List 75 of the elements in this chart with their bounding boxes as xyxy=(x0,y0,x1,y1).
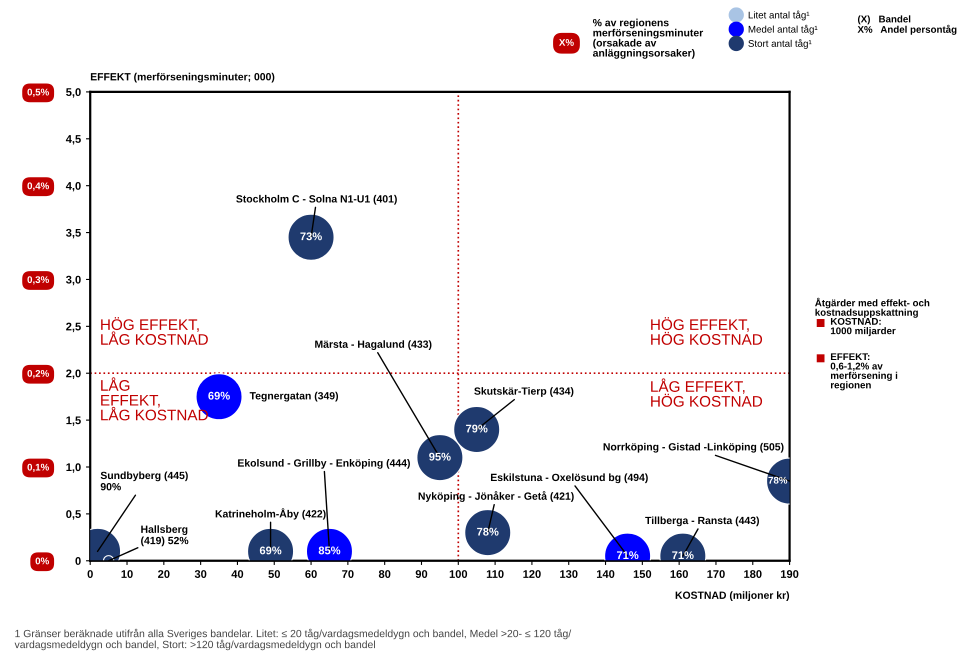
y-tick-label: 1,5 xyxy=(66,416,81,426)
annotation: 71% xyxy=(616,551,638,560)
text: KOSTNAD: 1000 miljarder xyxy=(830,318,896,336)
x-tick-label: 20 xyxy=(158,570,170,578)
text: Åtgärder med effekt- och kostnadsuppskattning xyxy=(815,298,930,318)
y-tick-label: 2,5 xyxy=(66,322,81,332)
annotation: Eskilstuna - Oxelösund bg (494) xyxy=(490,473,648,484)
annotation: Ekolsund - Grillby - Enköping (444) xyxy=(238,459,410,469)
annotation: Skutskär-Tierp (434) xyxy=(474,387,574,397)
annotation: Hallsberg (419) 52% xyxy=(141,525,188,546)
y-tick-label: 4,5 xyxy=(66,135,81,145)
y2-tick-label: 0% xyxy=(36,558,49,564)
annotation: HÖG EFFEKT, LÅG KOSTNAD xyxy=(101,317,208,345)
y2-tick-label: 0,3% xyxy=(27,276,49,284)
annotation: LÅG EFFEKT, LÅG KOSTNAD xyxy=(101,377,208,420)
y2-tick-label: 0,4% xyxy=(27,182,49,191)
annotation: 78% xyxy=(768,476,788,484)
annotation: Sundbyberg (445) 90% xyxy=(100,471,188,490)
x-axis-title: KOSTNAD (miljoner kr) xyxy=(676,591,790,601)
x-tick-label: 190 xyxy=(781,570,798,578)
x-tick-label: 30 xyxy=(194,570,206,578)
x-tick-label: 140 xyxy=(596,570,614,578)
annotation: Tegnergatan (349) xyxy=(250,392,338,402)
text: X% xyxy=(559,39,574,46)
y-tick-label: 3,0 xyxy=(66,276,81,286)
x-tick-label: 150 xyxy=(634,570,652,578)
x-tick-label: 90 xyxy=(416,570,428,578)
annotation: 71% xyxy=(672,551,694,560)
x-tick-label: 180 xyxy=(744,570,762,578)
y-tick-label: 0 xyxy=(75,557,81,565)
y-tick-label: 3,5 xyxy=(66,228,81,238)
annotation: 79% xyxy=(466,424,488,432)
annotation: Katrineholm-Åby (422) xyxy=(216,508,326,520)
x-tick-label: 50 xyxy=(268,570,280,578)
annotation: HÖG EFFEKT, HÖG KOSTNAD xyxy=(651,317,762,345)
x-tick-label: 60 xyxy=(305,570,317,578)
annotation: Stockholm C - Solna N1-U1 (401) xyxy=(236,194,397,205)
annotation: 73% xyxy=(300,232,322,240)
x-tick-label: 10 xyxy=(122,570,133,578)
x-tick-label: 100 xyxy=(450,570,468,578)
x-tick-label: 40 xyxy=(231,570,244,578)
x-tick-label: 160 xyxy=(670,570,688,578)
annotation: 78% xyxy=(477,528,499,536)
y2-tick-label: 0,1% xyxy=(27,464,49,472)
x-tick-label: 170 xyxy=(707,570,725,578)
x-tick-label: 0 xyxy=(88,570,93,578)
text: (X) Bandel X% Andel persontåg xyxy=(858,15,956,35)
legend-label: Stort antal tåg¹ xyxy=(748,39,812,49)
x-tick-label: 110 xyxy=(486,570,504,578)
y-tick-label: 2,0 xyxy=(66,369,81,379)
x-tick-label: 80 xyxy=(378,570,390,578)
legend-label: Litet antal tåg¹ xyxy=(748,10,810,20)
annotation: Nyköping - Jönåker - Getå (421) xyxy=(418,491,574,502)
legend-label: Medel antal tåg¹ xyxy=(748,24,818,35)
annotation: 85% xyxy=(318,546,340,554)
text: % av regionens merförseningsminuter (orsakade av anläggningsorsaker) xyxy=(592,18,704,59)
annotation: Märsta - Hagalund (433) xyxy=(315,340,432,350)
y-tick-label: 5,0 xyxy=(66,88,81,98)
y-axis-title: EFFEKT (merförseningsminuter; 000) xyxy=(90,72,274,83)
annotation: 95% xyxy=(429,452,451,461)
x-tick-label: 70 xyxy=(342,570,354,578)
text: 1 Gränser beräknade utifrån alla Sveriges bandelar. Litet: ≤ 20 tåg/vardagsmedeldygn och bandel, Medel >20- ≤ 120 tåg/ vardagsmedeldygn och bandel, Stort: >120 tåg/vardagsmedeldygn och bandel xyxy=(14,628,572,650)
y2-tick-label: 0,2% xyxy=(27,370,49,378)
text: EFFEKT: 0,6-1,2% av merförsening i regionen xyxy=(830,353,898,390)
annotation: LÅG EFFEKT, HÖG KOSTNAD xyxy=(651,378,762,407)
y-tick-label: 1,0 xyxy=(66,463,81,473)
y-tick-label: 0,5 xyxy=(66,510,81,520)
x-tick-label: 120 xyxy=(523,570,541,578)
y2-tick-label: 0,5% xyxy=(27,88,49,97)
x-tick-label: 130 xyxy=(560,570,578,578)
annotation: Tillberga - Ransta (443) xyxy=(645,516,759,526)
annotation: Norrköping - Gistad -Linköping (505) xyxy=(604,442,784,453)
annotation: 69% xyxy=(208,392,230,400)
annotation: 69% xyxy=(260,546,282,554)
y-tick-label: 4,0 xyxy=(66,182,81,192)
